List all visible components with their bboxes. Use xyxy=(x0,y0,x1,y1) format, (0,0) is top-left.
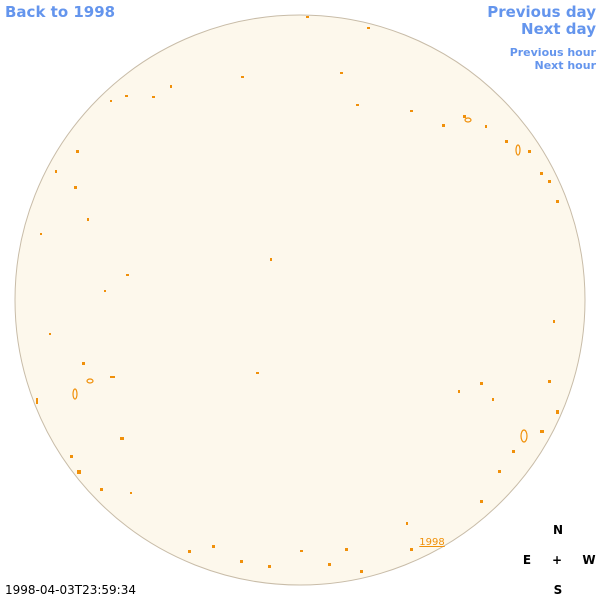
previous-hour-link[interactable]: Previous hour xyxy=(510,46,597,59)
next-day-link[interactable]: Next day xyxy=(521,20,596,38)
compass-east: E xyxy=(523,553,531,567)
speckles xyxy=(36,16,559,573)
previous-day-link[interactable]: Previous day xyxy=(487,3,596,21)
back-link[interactable]: Back to 1998 xyxy=(5,3,115,21)
compass-center: + xyxy=(552,553,562,567)
disk-label[interactable]: 1998 xyxy=(419,537,444,548)
solar-disk xyxy=(14,14,586,586)
compass-west: W xyxy=(582,553,595,567)
compass-north: N xyxy=(553,523,563,537)
timestamp: 1998-04-03T23:59:34 xyxy=(5,583,136,597)
compass-south: S xyxy=(554,583,563,597)
next-hour-link[interactable]: Next hour xyxy=(535,59,597,72)
